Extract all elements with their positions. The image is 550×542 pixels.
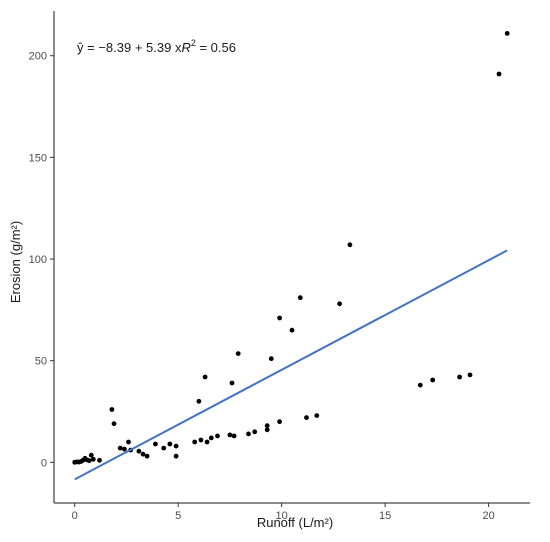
data-point [161, 445, 167, 451]
data-point [208, 435, 214, 441]
r-squared-label: R [181, 40, 190, 55]
data-point [268, 356, 274, 362]
data-point [457, 374, 462, 380]
data-point [167, 441, 173, 447]
data-point [277, 315, 282, 321]
equation-rhs: −8.39 + 5.39 x [98, 40, 182, 55]
data-point [90, 456, 96, 462]
data-point [347, 242, 353, 248]
y-axis-title: Erosion (g/m²) [8, 221, 23, 303]
regression-equation: ŷ = −8.39 + 5.39 xR2 = 0.56 [77, 38, 236, 55]
x-tick-label: 20 [482, 510, 494, 522]
regression-line [74, 249, 508, 481]
data-point [88, 452, 94, 458]
y-tick-label: 100 [29, 254, 47, 266]
equation-lhs: ŷ = [77, 40, 98, 55]
data-point [111, 421, 117, 427]
data-point [504, 31, 510, 36]
data-point [173, 453, 179, 459]
data-point [264, 427, 270, 433]
data-point [417, 382, 423, 388]
data-point [430, 377, 436, 383]
y-tick-label: 0 [41, 457, 47, 469]
x-tick-label: 10 [276, 510, 288, 522]
data-point [86, 458, 92, 464]
x-tick-label: 0 [72, 510, 78, 522]
x-tick-label: 15 [379, 510, 391, 522]
data-point [202, 374, 208, 380]
data-point [496, 71, 502, 77]
data-point [314, 413, 320, 418]
data-point [337, 301, 342, 307]
r-squared-superscript: 2 [191, 38, 196, 48]
plot-area [72, 31, 510, 481]
data-point [97, 457, 102, 463]
data-point [196, 398, 202, 404]
data-point [215, 433, 220, 439]
y-tick-label: 200 [29, 51, 47, 63]
data-point [153, 441, 158, 447]
data-point [192, 439, 198, 445]
data-point [246, 431, 251, 437]
data-point [304, 415, 309, 420]
data-point [235, 351, 241, 356]
data-point [126, 439, 131, 445]
x-axis-title: Runoff (L/m²) [257, 515, 333, 530]
data-point [173, 443, 179, 449]
data-point [231, 433, 237, 439]
data-point [140, 451, 146, 457]
data-point [122, 446, 127, 452]
data-point [204, 439, 210, 445]
data-point [289, 327, 295, 333]
data-point [264, 423, 270, 429]
r-squared-value: = 0.56 [196, 40, 236, 55]
data-point [144, 453, 150, 459]
y-tick-label: 50 [35, 356, 47, 368]
data-point [467, 372, 473, 378]
data-point [277, 419, 282, 425]
data-point [109, 407, 115, 412]
x-tick-label: 5 [175, 510, 181, 522]
y-tick-label: 150 [29, 152, 47, 164]
data-point [227, 432, 233, 438]
data-point [297, 295, 303, 301]
data-point [252, 429, 258, 435]
data-point [198, 437, 204, 443]
data-point [136, 448, 142, 454]
data-point [229, 380, 235, 386]
data-point [117, 445, 123, 451]
